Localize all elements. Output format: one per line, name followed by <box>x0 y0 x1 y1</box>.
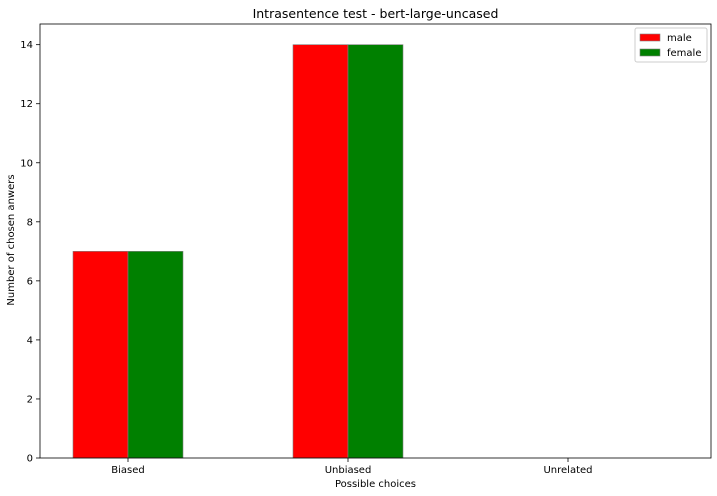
legend-swatch-male <box>639 33 661 42</box>
y-tick-label: 0 <box>27 454 33 465</box>
bar-male-biased <box>72 251 129 459</box>
chart-title: Intrasentence test - bert-large-uncased <box>253 6 499 21</box>
y-tick-label: 6 <box>27 276 33 287</box>
plot-area: 0 2 4 6 8 10 12 14 Biased Unbiased Unrelated <box>20 23 712 476</box>
x-axis-label: Possible choices <box>335 479 416 490</box>
bar-female-biased <box>127 251 184 459</box>
legend-label-male: male <box>667 33 692 44</box>
legend-label-female: female <box>667 48 701 59</box>
axes-frame <box>39 23 712 459</box>
x-tick-label-biased: Biased <box>111 465 144 476</box>
y-tick-label: 4 <box>27 335 33 346</box>
y-tick-label: 14 <box>20 40 33 51</box>
y-tick-label: 2 <box>27 394 33 405</box>
legend-swatch-female <box>639 48 661 57</box>
bar-female-unbiased <box>347 44 404 459</box>
bar-male-unbiased <box>292 44 349 459</box>
x-tick-label-unbiased: Unbiased <box>325 465 372 476</box>
x-tick-label-unrelated: Unrelated <box>543 465 592 476</box>
y-tick-label: 10 <box>20 158 33 169</box>
legend: male female <box>634 27 708 63</box>
y-tick-label: 12 <box>20 99 33 110</box>
y-tick-label: 8 <box>27 217 33 228</box>
y-axis-label: Number of chosen anwers <box>6 174 17 305</box>
